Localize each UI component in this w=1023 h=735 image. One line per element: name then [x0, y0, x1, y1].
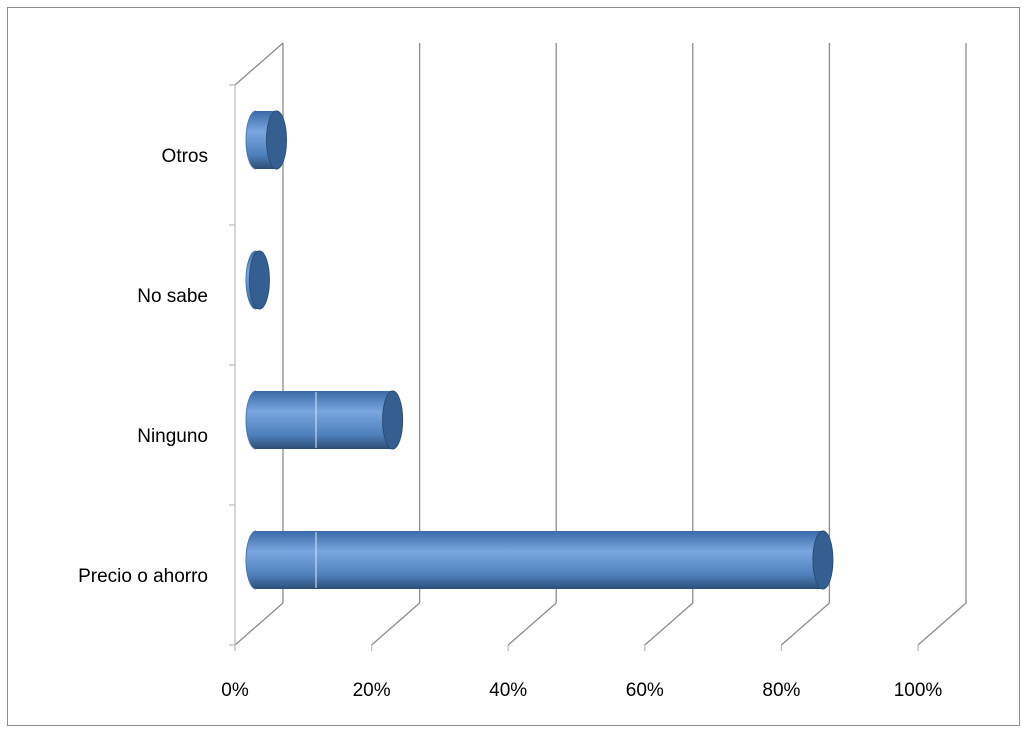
- bar-left-edge: [245, 110, 257, 170]
- bar-end-cap: [265, 110, 287, 170]
- floor-gridline: [507, 602, 557, 646]
- x-tick-labels: 0% 20% 40% 60% 80% 100%: [221, 680, 942, 701]
- wall-top-edge: [234, 42, 284, 86]
- bar-left-edge: [245, 390, 257, 450]
- bar-left-edge: [245, 530, 257, 590]
- bar-body: [246, 531, 833, 589]
- category-label: Otros: [162, 146, 208, 167]
- bar-end-cap: [812, 530, 834, 590]
- bar-3: [245, 110, 287, 170]
- chart-bars: [245, 110, 834, 590]
- floor-gridline: [644, 602, 694, 646]
- bar-end-cap: [382, 390, 404, 450]
- category-label: Ninguno: [137, 426, 208, 447]
- bar-left-edge: [245, 250, 257, 310]
- category-labels: Precio o ahorro Ninguno No sabe Otros: [78, 146, 208, 587]
- bar-0: [245, 530, 834, 590]
- floor-gridline: [780, 602, 830, 646]
- x-tick-label: 20%: [353, 680, 391, 701]
- category-label: Precio o ahorro: [78, 566, 208, 587]
- x-tick-label: 100%: [894, 680, 943, 701]
- chart-walls: [229, 42, 967, 651]
- chart-border: [7, 7, 1020, 726]
- floor-gridline: [371, 602, 421, 646]
- x-tick-label: 60%: [626, 680, 664, 701]
- bar-end-cap: [248, 250, 270, 310]
- floor-gridline: [234, 602, 284, 646]
- bar-body: [246, 391, 403, 449]
- floor-gridline: [917, 602, 967, 646]
- bar-2: [245, 250, 270, 310]
- bar-1: [245, 390, 404, 450]
- x-tick-label: 40%: [489, 680, 527, 701]
- x-tick-label: 80%: [762, 680, 800, 701]
- category-label: No sabe: [137, 286, 208, 307]
- x-tick-label: 0%: [221, 680, 249, 701]
